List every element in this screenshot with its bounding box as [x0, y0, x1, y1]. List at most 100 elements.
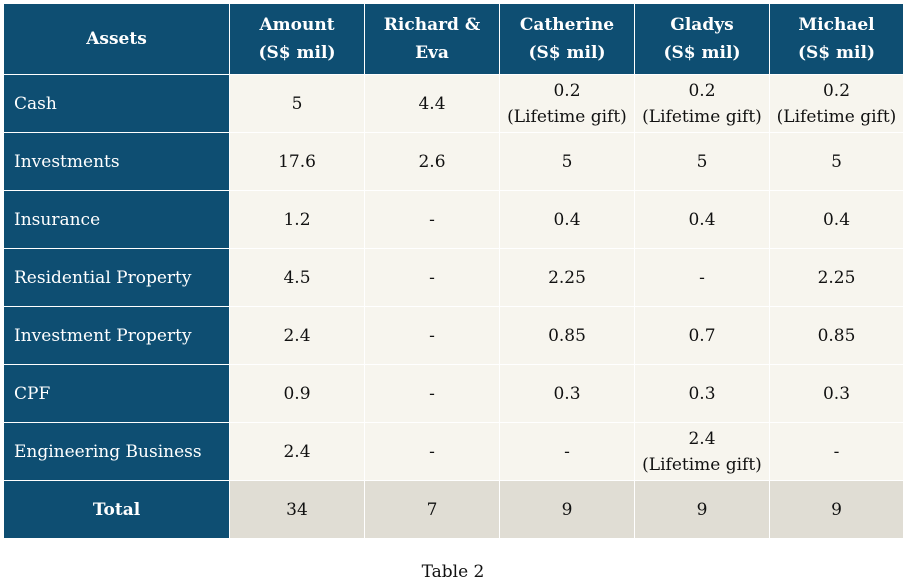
cell-amount: 1.2 [229, 190, 365, 249]
cell-value: 17.6 [278, 151, 316, 172]
header-amount: Amount (S$ mil) [229, 3, 365, 75]
table-row: CPF 0.9 - 0.3 0.3 0.3 [3, 364, 904, 423]
cell-value: 2.25 [548, 267, 586, 288]
cell-value: 0.3 [688, 383, 716, 404]
cell-note: (Lifetime gift) [642, 454, 762, 475]
cell-value: 0.4 [822, 209, 851, 230]
cell-catherine: - [499, 422, 635, 481]
cell-amount: 0.9 [229, 364, 365, 423]
cell-gladys: - [634, 248, 770, 307]
cell-richard-eva: - [364, 190, 500, 249]
cell-amount: 2.4 [229, 306, 365, 365]
cell-note: (Lifetime gift) [507, 106, 627, 127]
row-label: Cash [3, 74, 230, 133]
cell-michael: 0.4 [769, 190, 904, 249]
cell-value: 2.6 [418, 151, 446, 172]
row-label: Insurance [3, 190, 230, 249]
cell-value: - [429, 209, 435, 230]
cell-michael: 5 [769, 132, 904, 191]
header-catherine: Catherine (S$ mil) [499, 3, 635, 75]
cell-michael: 2.25 [769, 248, 904, 307]
cell-amount: 2.4 [229, 422, 365, 481]
cell-value: 0.2 [688, 80, 716, 101]
cell-value: 4.5 [283, 267, 311, 288]
total-catherine: 9 [499, 480, 635, 539]
cell-value: 1.2 [283, 209, 311, 230]
row-label: Investment Property [3, 306, 230, 365]
total-richard-eva: 7 [364, 480, 500, 539]
cell-michael: 0.2 (Lifetime gift) [769, 74, 904, 133]
cell-value: - [429, 267, 435, 288]
cell-amount: 4.5 [229, 248, 365, 307]
cell-value: - [429, 383, 435, 404]
cell-value: 2.4 [688, 428, 716, 449]
cell-michael: - [769, 422, 904, 481]
cell-catherine: 0.4 [499, 190, 635, 249]
table-row: Residential Property 4.5 - 2.25 - 2.25 [3, 248, 904, 307]
cell-gladys: 0.2 (Lifetime gift) [634, 74, 770, 133]
cell-value: 4.4 [418, 93, 446, 114]
cell-gladys: 2.4 (Lifetime gift) [634, 422, 770, 481]
total-amount: 34 [229, 480, 365, 539]
cell-value: 2.25 [817, 267, 856, 288]
row-label: CPF [3, 364, 230, 423]
cell-value: 5 [561, 151, 573, 172]
cell-value: - [699, 267, 705, 288]
cell-value: 0.3 [822, 383, 851, 404]
cell-richard-eva: - [364, 306, 500, 365]
cell-catherine: 0.2 (Lifetime gift) [499, 74, 635, 133]
cell-michael: 0.85 [769, 306, 904, 365]
cell-richard-eva: - [364, 364, 500, 423]
cell-catherine: 0.85 [499, 306, 635, 365]
cell-value: 0.2 [553, 80, 581, 101]
cell-amount: 17.6 [229, 132, 365, 191]
total-label: Total [3, 480, 230, 539]
cell-value: - [833, 441, 840, 462]
cell-richard-eva: 2.6 [364, 132, 500, 191]
table-row: Insurance 1.2 - 0.4 0.4 0.4 [3, 190, 904, 249]
cell-michael: 0.3 [769, 364, 904, 423]
table-row: Cash 5 4.4 0.2 (Lifetime gift) 0.2 (Lifetime g… [3, 74, 904, 133]
row-label: Engineering Business [3, 422, 230, 481]
cell-value: 5 [696, 151, 708, 172]
header-gladys: Gladys (S$ mil) [634, 3, 770, 75]
total-gladys: 9 [634, 480, 770, 539]
table-row: Engineering Business 2.4 - - 2.4 (Lifetime gi… [3, 422, 904, 481]
cell-catherine: 0.3 [499, 364, 635, 423]
cell-richard-eva: - [364, 248, 500, 307]
cell-value: 0.4 [553, 209, 581, 230]
cell-value: - [429, 325, 435, 346]
table-row: Investment Property 2.4 - 0.85 0.7 0.85 [3, 306, 904, 365]
cell-value: 0.85 [817, 325, 856, 346]
cell-catherine: 5 [499, 132, 635, 191]
table-row: Investments 17.6 2.6 5 5 5 [3, 132, 904, 191]
total-row: Total 34 7 9 9 9 [3, 480, 904, 539]
row-label: Investments [3, 132, 230, 191]
cell-value: 0.3 [553, 383, 581, 404]
cell-value: 2.4 [283, 441, 311, 462]
cell-value: 0.7 [688, 325, 716, 346]
cell-richard-eva: 4.4 [364, 74, 500, 133]
cell-amount: 5 [229, 74, 365, 133]
total-michael: 9 [769, 480, 904, 539]
assets-table: Assets Amount (S$ mil) Richard & Eva Cathe… [3, 3, 904, 539]
cell-gladys: 0.4 [634, 190, 770, 249]
cell-gladys: 5 [634, 132, 770, 191]
cell-value: - [429, 441, 435, 462]
row-label: Residential Property [3, 248, 230, 307]
cell-richard-eva: - [364, 422, 500, 481]
cell-value: 5 [831, 151, 842, 172]
cell-value: - [564, 441, 570, 462]
cell-value: 5 [291, 93, 303, 114]
cell-value: 0.4 [688, 209, 716, 230]
cell-gladys: 0.7 [634, 306, 770, 365]
header-richard-eva: Richard & Eva [364, 3, 500, 75]
header-row: Assets Amount (S$ mil) Richard & Eva Cathe… [3, 3, 904, 75]
header-assets: Assets [3, 3, 230, 75]
table-caption: Table 2 [421, 562, 485, 582]
cell-note: (Lifetime gift) [642, 106, 762, 127]
cell-catherine: 2.25 [499, 248, 635, 307]
cell-note: (Lifetime gift) [776, 106, 897, 127]
cell-gladys: 0.3 [634, 364, 770, 423]
cell-value: 2.4 [283, 325, 311, 346]
